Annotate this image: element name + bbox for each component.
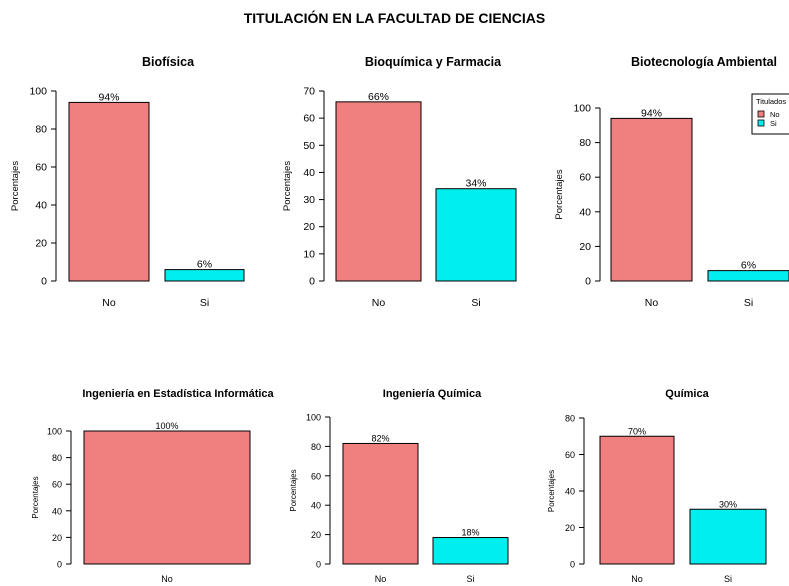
category-label: Si	[466, 574, 474, 584]
chart-panel-4: Ingeniería en Estadística Informática 0 20…	[31, 388, 275, 584]
legend-entry: No	[770, 110, 780, 119]
category-label: Si	[724, 574, 732, 584]
y-axis-label: Porcentajes	[31, 476, 40, 518]
y-tick-label: 80	[579, 137, 591, 149]
bar-value-label: 82%	[371, 433, 389, 443]
chart-panel-1: Biofísica 0 20 40 60 80 100 Porcentajes 94% No 6% S…	[10, 55, 245, 309]
y-tick-label: 100	[573, 103, 591, 115]
bar-value-label: 18%	[461, 528, 479, 538]
y-tick-label: 20	[311, 530, 321, 540]
bar-no	[342, 442, 419, 565]
y-tick-label: 100	[29, 86, 47, 98]
y-axis-label: Porcentajes	[10, 161, 21, 211]
y-tick-label: 40	[579, 206, 591, 218]
legend-swatch	[757, 119, 765, 127]
bar-value-label: 94%	[641, 107, 662, 119]
bar-value-label: 34%	[465, 178, 486, 190]
y-tick-label: 0	[570, 560, 575, 570]
bar-value-label: 70%	[628, 426, 646, 436]
category-label: No	[102, 297, 116, 309]
y-tick-label: 40	[311, 501, 321, 511]
bar-value-label: 6%	[741, 260, 756, 272]
y-tick-label: 60	[52, 480, 62, 490]
y-tick-label: 80	[311, 442, 321, 452]
y-axis-label: Porcentajes	[289, 469, 298, 511]
chart-title: Bioquímica y Farmacia	[365, 55, 502, 69]
y-tick-label: 80	[565, 414, 575, 424]
y-axis-label: Porcentajes	[554, 169, 565, 219]
chart-title: Ingeniería en Estadística Informática	[82, 388, 274, 400]
chart-title: Química	[665, 388, 709, 400]
bar-no	[335, 101, 422, 282]
bar-no	[610, 117, 693, 282]
bar-si	[432, 537, 509, 565]
y-tick-label: 20	[579, 241, 591, 253]
chart-panel-6: Química 0 20 40 60 80 Porcentajes 70% No 30% Si	[547, 388, 767, 584]
category-label: No	[372, 297, 386, 309]
bar-no	[68, 101, 150, 282]
bar-value-label: 30%	[719, 499, 737, 509]
category-label: No	[645, 297, 659, 309]
y-tick-label: 20	[303, 221, 315, 233]
y-tick-label: 60	[565, 450, 575, 460]
chart-panel-5: Ingeniería Química 0 20 40 60 80 100 Porcentaje…	[289, 388, 509, 584]
bar-si	[689, 508, 767, 565]
bar-si	[435, 188, 517, 282]
y-tick-label: 20	[35, 238, 47, 250]
y-tick-label: 40	[303, 167, 315, 179]
chart-title: Ingeniería Química	[383, 388, 482, 400]
category-label: Si	[744, 297, 753, 309]
y-tick-label: 10	[303, 248, 315, 260]
chart-panel-2: Bioquímica y Farmacia 0 10 20 30 40 50 60 70 Porc…	[282, 55, 517, 309]
legend-entry: Si	[770, 119, 777, 128]
y-tick-label: 30	[303, 194, 315, 206]
y-tick-label: 40	[35, 200, 47, 212]
y-tick-label: 0	[309, 276, 315, 288]
y-tick-label: 60	[35, 162, 47, 174]
y-tick-label: 70	[303, 86, 315, 98]
category-label: Si	[200, 297, 209, 309]
y-tick-label: 60	[579, 172, 591, 184]
y-tick-label: 20	[52, 533, 62, 543]
y-tick-label: 60	[303, 113, 315, 125]
y-tick-label: 60	[311, 471, 321, 481]
y-axis-label: Porcentajes	[547, 470, 556, 512]
bar-si	[164, 269, 245, 282]
main-title: TITULACIÓN EN LA FACULTAD DE CIENCIAS	[243, 10, 546, 26]
bar-no	[599, 435, 675, 565]
legend-title: Titulados	[756, 97, 786, 106]
chart-panel-3: Biotecnología Ambiental 0 20 40 60 80 100 Porce…	[554, 55, 789, 309]
y-tick-label: 0	[41, 276, 47, 288]
y-tick-label: 50	[303, 140, 315, 152]
bar-si	[707, 270, 789, 282]
y-tick-label: 20	[565, 523, 575, 533]
y-tick-label: 40	[52, 506, 62, 516]
y-tick-label: 0	[316, 560, 321, 570]
category-label: Si	[471, 297, 480, 309]
legend-swatch	[757, 110, 765, 118]
y-tick-label: 40	[565, 487, 575, 497]
bar-no	[83, 430, 251, 565]
category-label: No	[161, 574, 173, 584]
category-label: No	[631, 574, 643, 584]
y-tick-label: 80	[35, 124, 47, 136]
category-label: No	[375, 574, 387, 584]
y-tick-label: 0	[57, 560, 62, 570]
bar-value-label: 66%	[368, 91, 389, 103]
y-tick-label: 0	[585, 276, 591, 288]
bar-value-label: 94%	[98, 91, 119, 103]
y-tick-label: 100	[306, 413, 321, 423]
y-tick-label: 100	[47, 427, 62, 437]
chart-title: Biotecnología Ambiental	[631, 55, 777, 69]
bar-value-label: 6%	[197, 259, 212, 271]
y-tick-label: 80	[52, 453, 62, 463]
chart-title: Biofísica	[142, 55, 195, 69]
y-axis-label: Porcentajes	[282, 161, 293, 211]
bar-value-label: 100%	[155, 421, 178, 431]
